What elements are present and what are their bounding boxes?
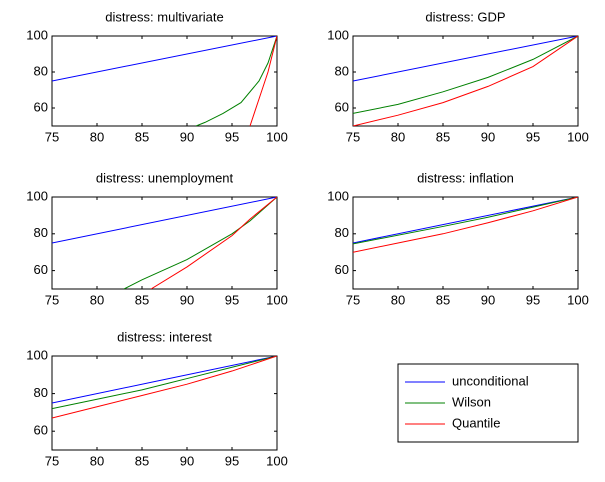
axes-box bbox=[51, 355, 278, 451]
subplot-title: distress: unemployment bbox=[96, 170, 234, 185]
x-tick-label: 75 bbox=[346, 129, 360, 144]
y-tick-label: 60 bbox=[335, 262, 349, 277]
x-tick-label: 90 bbox=[180, 129, 194, 144]
x-tick-label: 100 bbox=[266, 292, 288, 307]
subplot: distress: GDP 75 80 85 90 95 100 60 80 100 uncondi… bbox=[327, 9, 589, 144]
x-tick-label: 85 bbox=[436, 292, 450, 307]
series-line: Quantile bbox=[353, 36, 578, 126]
x-tick-label: 85 bbox=[135, 129, 149, 144]
x-tick-label: 85 bbox=[135, 292, 149, 307]
x-tick-label: 90 bbox=[180, 292, 194, 307]
series-line: Wilson bbox=[52, 356, 277, 410]
series-line: Quantile bbox=[249, 36, 277, 126]
series-line: unconditional bbox=[52, 36, 277, 82]
subplot-title: distress: GDP bbox=[425, 9, 505, 24]
legend-label: Wilson bbox=[452, 394, 491, 409]
y-tick-label: 100 bbox=[327, 27, 349, 42]
series-line: Wilson bbox=[123, 197, 277, 289]
y-tick-label: 100 bbox=[26, 27, 48, 42]
x-tick-label: 80 bbox=[391, 292, 405, 307]
x-tick-label: 100 bbox=[266, 129, 288, 144]
x-tick-label: 95 bbox=[526, 129, 540, 144]
y-tick-label: 80 bbox=[34, 225, 48, 240]
subplot: distress: inflation 75 80 85 90 95 100 60 80 100 u… bbox=[327, 170, 589, 307]
axes-box bbox=[51, 196, 278, 290]
series-line: Quantile bbox=[52, 356, 277, 419]
legend-label: Quantile bbox=[452, 415, 500, 430]
x-tick-label: 90 bbox=[180, 453, 194, 468]
y-tick-label: 60 bbox=[335, 99, 349, 114]
y-tick-label: 100 bbox=[26, 347, 48, 362]
y-tick-label: 80 bbox=[335, 63, 349, 78]
subplot: distress: multivariate 75 80 85 90 95 100 60 80 1… bbox=[26, 9, 288, 144]
x-tick-label: 75 bbox=[45, 453, 59, 468]
y-tick-label: 80 bbox=[34, 63, 48, 78]
y-tick-label: 100 bbox=[26, 188, 48, 203]
subplot: distress: interest 75 80 85 90 95 100 60 80 100 un… bbox=[26, 329, 288, 468]
series-line: Wilson bbox=[353, 197, 578, 245]
series-line: unconditional bbox=[353, 36, 578, 82]
x-tick-label: 80 bbox=[90, 129, 104, 144]
x-tick-label: 85 bbox=[135, 453, 149, 468]
series-line: unconditional bbox=[353, 197, 578, 244]
y-tick-label: 80 bbox=[34, 385, 48, 400]
series-line: unconditional bbox=[52, 356, 277, 404]
x-tick-label: 85 bbox=[436, 129, 450, 144]
legend-label: unconditional bbox=[452, 373, 529, 388]
y-tick-label: 60 bbox=[34, 262, 48, 277]
x-tick-label: 90 bbox=[481, 129, 495, 144]
x-tick-label: 80 bbox=[90, 292, 104, 307]
x-tick-label: 80 bbox=[90, 453, 104, 468]
x-tick-label: 100 bbox=[567, 129, 589, 144]
y-tick-label: 80 bbox=[335, 225, 349, 240]
x-tick-label: 90 bbox=[481, 292, 495, 307]
subplot-title: distress: multivariate bbox=[105, 9, 223, 24]
x-tick-label: 100 bbox=[266, 453, 288, 468]
x-tick-label: 75 bbox=[45, 129, 59, 144]
y-tick-label: 100 bbox=[327, 188, 349, 203]
x-tick-label: 95 bbox=[225, 292, 239, 307]
axes-box bbox=[51, 35, 278, 127]
x-tick-label: 95 bbox=[225, 453, 239, 468]
series-line: Wilson bbox=[353, 36, 578, 114]
series-line: Quantile bbox=[353, 197, 578, 253]
subplot: distress: unemployment 75 80 85 90 95 100 60 80 1… bbox=[26, 170, 288, 307]
x-tick-label: 100 bbox=[567, 292, 589, 307]
y-tick-label: 60 bbox=[34, 99, 48, 114]
x-tick-label: 95 bbox=[526, 292, 540, 307]
axes-box bbox=[352, 35, 579, 127]
subplot-title: distress: inflation bbox=[417, 170, 514, 185]
y-tick-label: 60 bbox=[34, 423, 48, 438]
series-line: unconditional bbox=[52, 197, 277, 244]
series-line: Wilson bbox=[195, 36, 277, 126]
series-line: Quantile bbox=[150, 197, 277, 289]
x-tick-label: 95 bbox=[225, 129, 239, 144]
legend: unconditional Wilson Quantile bbox=[397, 363, 579, 443]
x-tick-label: 75 bbox=[45, 292, 59, 307]
subplot-title: distress: interest bbox=[117, 329, 212, 344]
x-tick-label: 80 bbox=[391, 129, 405, 144]
x-tick-label: 75 bbox=[346, 292, 360, 307]
axes-box bbox=[352, 196, 579, 290]
